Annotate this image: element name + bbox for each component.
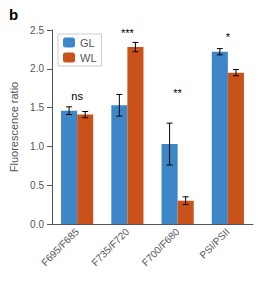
svg-text:0.0: 0.0 xyxy=(30,219,44,230)
svg-text:2.5: 2.5 xyxy=(30,25,44,36)
svg-text:F695/F685: F695/F685 xyxy=(39,226,81,268)
svg-text:**: ** xyxy=(173,87,182,99)
svg-text:*: * xyxy=(226,31,231,43)
svg-text:F700/F680: F700/F680 xyxy=(140,226,182,268)
svg-text:b: b xyxy=(9,6,18,23)
svg-text:***: *** xyxy=(121,27,135,39)
svg-text:GL: GL xyxy=(80,37,95,49)
svg-text:PSI/PSII: PSI/PSII xyxy=(197,226,231,260)
svg-text:0.5: 0.5 xyxy=(30,180,44,191)
svg-text:Fluorescence ratio: Fluorescence ratio xyxy=(8,82,20,173)
svg-text:1.5: 1.5 xyxy=(30,102,44,113)
svg-text:ns: ns xyxy=(71,90,83,102)
svg-text:2.0: 2.0 xyxy=(30,63,44,74)
svg-text:1.0: 1.0 xyxy=(30,141,44,152)
svg-text:F735/F720: F735/F720 xyxy=(89,226,131,268)
svg-text:WL: WL xyxy=(80,52,97,64)
